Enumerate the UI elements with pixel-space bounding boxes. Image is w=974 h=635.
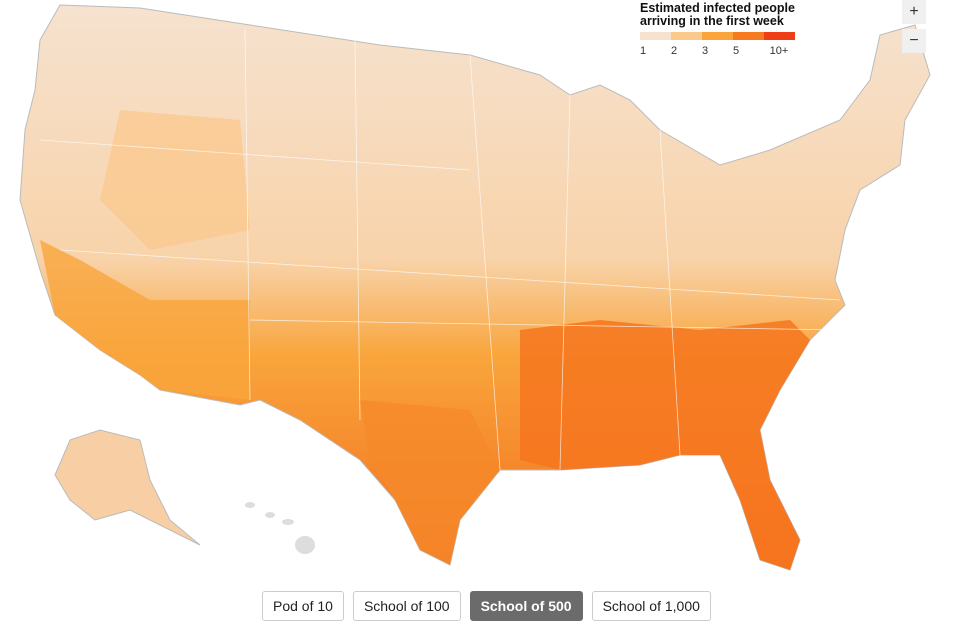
zoom-out[interactable]: − <box>902 29 926 53</box>
legend: 1 2 3 5 10+ <box>640 32 795 57</box>
legend-label: 3 <box>702 45 708 57</box>
state-borders <box>39 29 841 471</box>
legend-title: Estimated infected people arriving in th… <box>640 1 795 28</box>
scenario-button[interactable]: School of 100 <box>352 591 461 621</box>
scenario-button[interactable]: Pod of 10 <box>262 591 344 621</box>
legend-label: 1 <box>640 45 646 57</box>
scenario-button[interactable]: School of 1,000 <box>591 591 711 621</box>
legend-label: 2 <box>671 45 677 57</box>
legend-swatch <box>764 32 795 40</box>
hawaii <box>245 502 315 554</box>
legend-swatch <box>640 32 671 40</box>
west-region <box>100 110 250 250</box>
legend-swatch <box>671 32 702 40</box>
legend-swatch <box>733 32 764 40</box>
scenario-buttons: Pod of 10 School of 100 School of 500 Schoo… <box>262 591 711 621</box>
legend-label: 10+ <box>770 45 789 57</box>
southwest-region <box>40 240 250 400</box>
alaska <box>54 429 201 546</box>
legend-label: 5 <box>733 45 739 57</box>
legend-swatch <box>702 32 733 40</box>
texas-region <box>360 400 500 565</box>
southeast-region <box>520 320 810 570</box>
scenario-button[interactable]: School of 500 <box>469 591 583 621</box>
zoom-in[interactable]: + <box>902 0 926 24</box>
